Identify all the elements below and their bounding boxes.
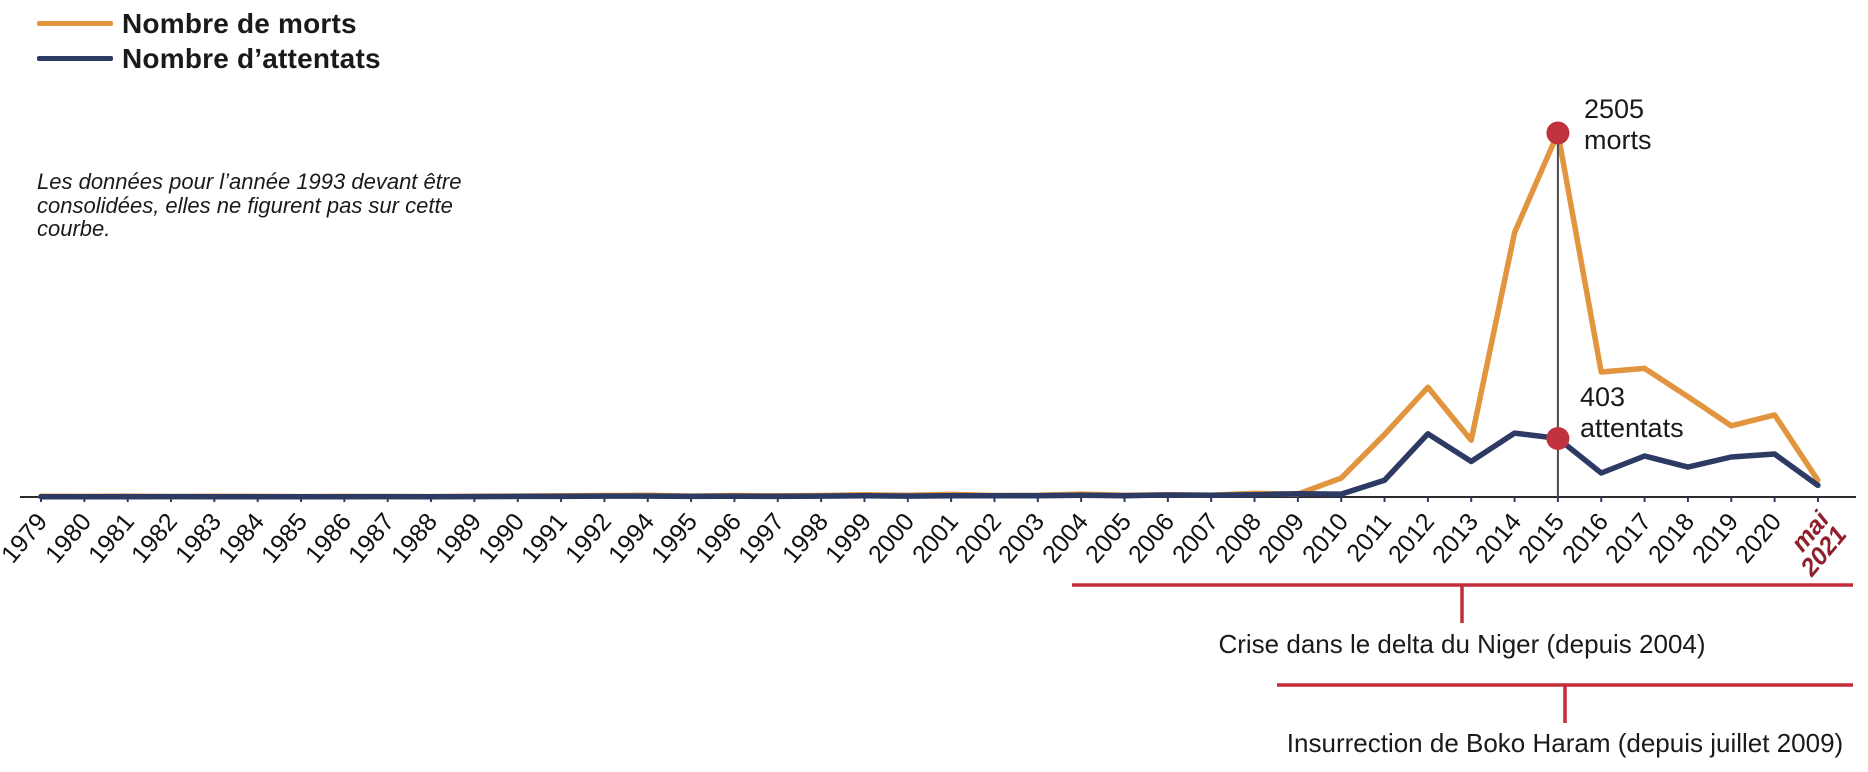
bracket-label-niger-delta: Crise dans le delta du Niger (depuis 200… xyxy=(1218,629,1706,659)
footnote-line: Les données pour l’année 1993 devant êtr… xyxy=(37,169,462,194)
legend: Nombre de morts Nombre d’attentats xyxy=(37,6,381,76)
legend-label-deaths: Nombre de morts xyxy=(122,7,357,39)
annotation-peak-deaths-unit: morts xyxy=(1584,124,1652,155)
footnote-line: consolidées, elles ne figurent pas sur c… xyxy=(37,192,453,218)
attacks-series-line xyxy=(38,430,1821,500)
annotation-peak-attacks-unit: attentats xyxy=(1580,412,1684,443)
footnote-1993: Les données pour l’année 1993 devant êtr… xyxy=(37,170,497,241)
attacks-line-swatch xyxy=(37,56,113,61)
legend-label-attacks: Nombre d’attentats xyxy=(122,42,381,74)
annotation-peak-attacks: 403 attentats xyxy=(1580,382,1684,444)
bracket-label-boko-haram: Insurrection de Boko Haram (depuis juill… xyxy=(1286,728,1844,758)
highlight-dot-deaths xyxy=(1546,121,1570,145)
deaths-line-swatch xyxy=(37,21,113,26)
annotation-peak-deaths-value: 2505 xyxy=(1584,94,1645,124)
highlight-dot-attacks xyxy=(1546,426,1570,450)
annotation-peak-deaths: 2505 morts xyxy=(1584,94,1652,156)
annotation-peak-attacks-value: 403 xyxy=(1580,382,1626,412)
legend-item-deaths: Nombre de morts xyxy=(37,6,381,41)
legend-item-attacks: Nombre d’attentats xyxy=(37,41,381,76)
footnote-line: courbe. xyxy=(37,216,111,241)
